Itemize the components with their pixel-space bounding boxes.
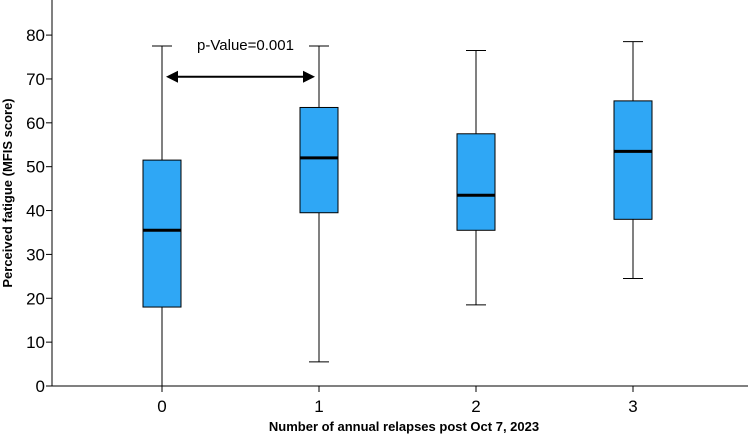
y-tick-label: 80 xyxy=(26,26,45,45)
y-tick-label: 70 xyxy=(26,70,45,89)
iqr-box xyxy=(299,106,339,214)
y-axis-title: Perceived fatigue (MFIS score) xyxy=(0,98,15,287)
y-tick-label: 30 xyxy=(26,245,45,264)
y-tick-label: 0 xyxy=(36,377,45,396)
arrow-head-right xyxy=(303,70,315,83)
box-1 xyxy=(299,45,339,363)
x-tick-label: 2 xyxy=(471,397,480,416)
x-axis-title: Number of annual relapses post Oct 7, 20… xyxy=(269,419,539,434)
iqr-box xyxy=(613,100,653,220)
x-tick-label: 3 xyxy=(628,397,637,416)
p-value-annotation: p-Value=0.001 xyxy=(166,37,315,83)
p-value-label: p-Value=0.001 xyxy=(197,37,294,54)
box-2 xyxy=(456,49,496,306)
arrow-head-left xyxy=(166,70,178,83)
x-ticks: 0 1 2 3 xyxy=(157,386,638,416)
x-tick-label: 0 xyxy=(157,397,166,416)
box-0 xyxy=(142,45,182,387)
y-tick-label: 40 xyxy=(26,202,45,221)
boxes xyxy=(142,41,653,387)
y-ticks: 0 10 20 30 40 50 60 70 80 xyxy=(26,26,52,396)
box-3 xyxy=(613,41,653,280)
iqr-box xyxy=(456,133,496,231)
y-tick-label: 60 xyxy=(26,114,45,133)
y-tick-label: 50 xyxy=(26,158,45,177)
y-tick-label: 10 xyxy=(26,333,45,352)
y-tick-label: 20 xyxy=(26,289,45,308)
iqr-box xyxy=(142,159,182,308)
x-tick-label: 1 xyxy=(314,397,323,416)
